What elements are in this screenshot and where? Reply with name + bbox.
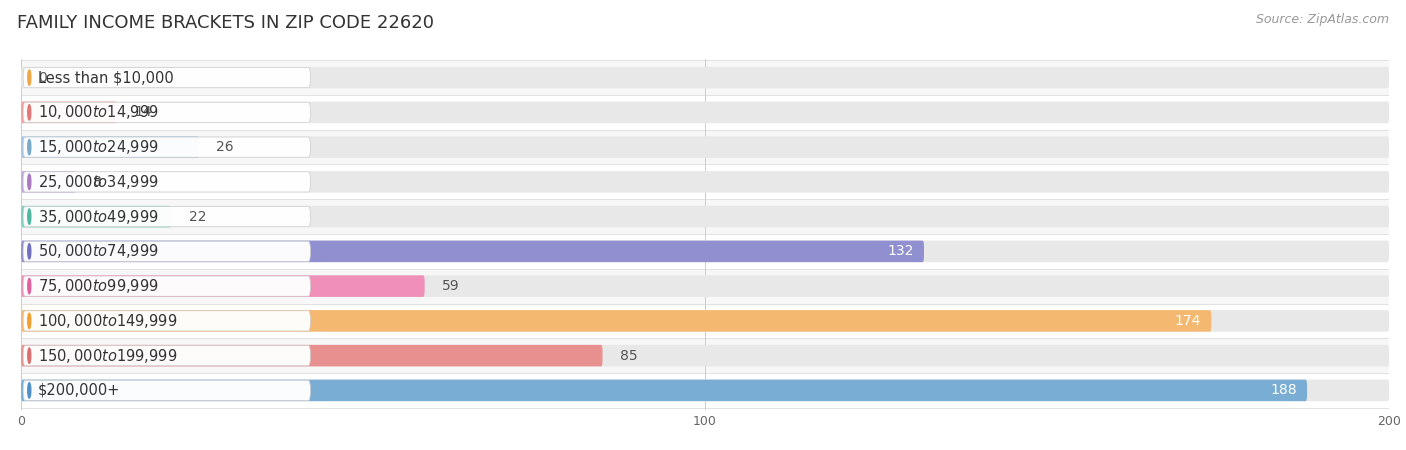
FancyBboxPatch shape <box>21 136 1389 158</box>
FancyBboxPatch shape <box>22 311 311 331</box>
Circle shape <box>28 105 31 120</box>
FancyBboxPatch shape <box>22 380 311 400</box>
FancyBboxPatch shape <box>22 207 311 227</box>
Text: 0: 0 <box>38 71 46 85</box>
FancyBboxPatch shape <box>21 206 1389 227</box>
FancyBboxPatch shape <box>22 137 311 157</box>
Text: 8: 8 <box>93 175 101 189</box>
Text: $75,000 to $99,999: $75,000 to $99,999 <box>38 277 159 295</box>
FancyBboxPatch shape <box>21 171 76 193</box>
FancyBboxPatch shape <box>21 345 1389 366</box>
FancyBboxPatch shape <box>21 171 1389 193</box>
FancyBboxPatch shape <box>21 102 1389 123</box>
Text: $15,000 to $24,999: $15,000 to $24,999 <box>38 138 159 156</box>
FancyBboxPatch shape <box>22 241 311 261</box>
Text: Source: ZipAtlas.com: Source: ZipAtlas.com <box>1256 14 1389 27</box>
FancyBboxPatch shape <box>21 275 1389 297</box>
FancyBboxPatch shape <box>21 303 1389 338</box>
FancyBboxPatch shape <box>22 102 311 122</box>
Text: 59: 59 <box>441 279 460 293</box>
Text: FAMILY INCOME BRACKETS IN ZIP CODE 22620: FAMILY INCOME BRACKETS IN ZIP CODE 22620 <box>17 14 434 32</box>
FancyBboxPatch shape <box>21 241 1389 262</box>
Text: $150,000 to $199,999: $150,000 to $199,999 <box>38 346 177 364</box>
FancyBboxPatch shape <box>22 68 311 88</box>
FancyBboxPatch shape <box>21 269 1389 303</box>
FancyBboxPatch shape <box>21 102 117 123</box>
Text: $50,000 to $74,999: $50,000 to $74,999 <box>38 243 159 261</box>
Text: Less than $10,000: Less than $10,000 <box>38 70 174 85</box>
Text: 188: 188 <box>1270 383 1296 397</box>
Circle shape <box>28 383 31 398</box>
FancyBboxPatch shape <box>21 380 1389 401</box>
FancyBboxPatch shape <box>21 338 1389 373</box>
FancyBboxPatch shape <box>21 95 1389 130</box>
FancyBboxPatch shape <box>21 165 1389 199</box>
FancyBboxPatch shape <box>22 172 311 192</box>
FancyBboxPatch shape <box>22 276 311 296</box>
Text: $100,000 to $149,999: $100,000 to $149,999 <box>38 312 177 330</box>
FancyBboxPatch shape <box>21 60 1389 95</box>
FancyBboxPatch shape <box>21 275 425 297</box>
Text: 174: 174 <box>1174 314 1201 328</box>
Text: 22: 22 <box>188 210 207 224</box>
Text: 132: 132 <box>887 244 914 258</box>
Text: $35,000 to $49,999: $35,000 to $49,999 <box>38 207 159 225</box>
Circle shape <box>28 313 31 328</box>
Text: $10,000 to $14,999: $10,000 to $14,999 <box>38 104 159 122</box>
Circle shape <box>28 70 31 85</box>
FancyBboxPatch shape <box>22 346 311 366</box>
FancyBboxPatch shape <box>21 241 924 262</box>
FancyBboxPatch shape <box>21 206 172 227</box>
FancyBboxPatch shape <box>21 199 1389 234</box>
FancyBboxPatch shape <box>21 130 1389 165</box>
FancyBboxPatch shape <box>21 136 198 158</box>
FancyBboxPatch shape <box>21 67 1389 88</box>
FancyBboxPatch shape <box>21 310 1212 332</box>
Text: $25,000 to $34,999: $25,000 to $34,999 <box>38 173 159 191</box>
Text: 85: 85 <box>620 349 637 363</box>
FancyBboxPatch shape <box>21 373 1389 408</box>
Circle shape <box>28 348 31 363</box>
FancyBboxPatch shape <box>21 234 1389 269</box>
FancyBboxPatch shape <box>21 310 1389 332</box>
Circle shape <box>28 279 31 294</box>
FancyBboxPatch shape <box>21 380 1308 401</box>
Text: $200,000+: $200,000+ <box>38 383 121 398</box>
Circle shape <box>28 140 31 155</box>
FancyBboxPatch shape <box>21 345 603 366</box>
Text: 14: 14 <box>134 105 152 119</box>
Circle shape <box>28 174 31 189</box>
Text: 26: 26 <box>217 140 233 154</box>
Circle shape <box>28 209 31 224</box>
Circle shape <box>28 244 31 259</box>
